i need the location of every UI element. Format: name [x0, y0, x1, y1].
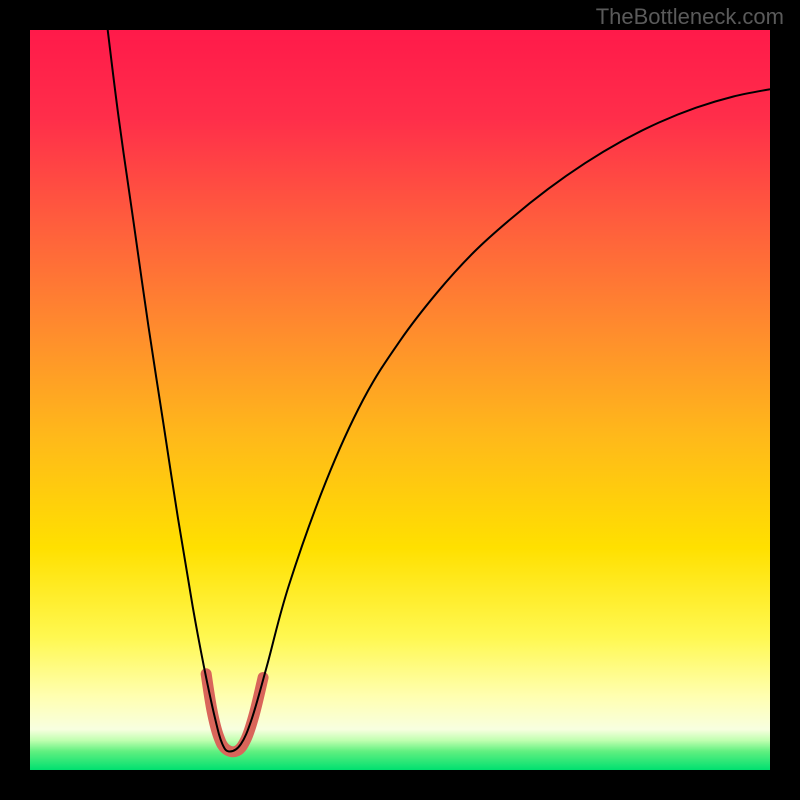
watermark-text: TheBottleneck.com [596, 4, 784, 30]
chart-plot-area [30, 30, 770, 770]
bottleneck-curve-chart [30, 30, 770, 770]
chart-background [30, 30, 770, 770]
